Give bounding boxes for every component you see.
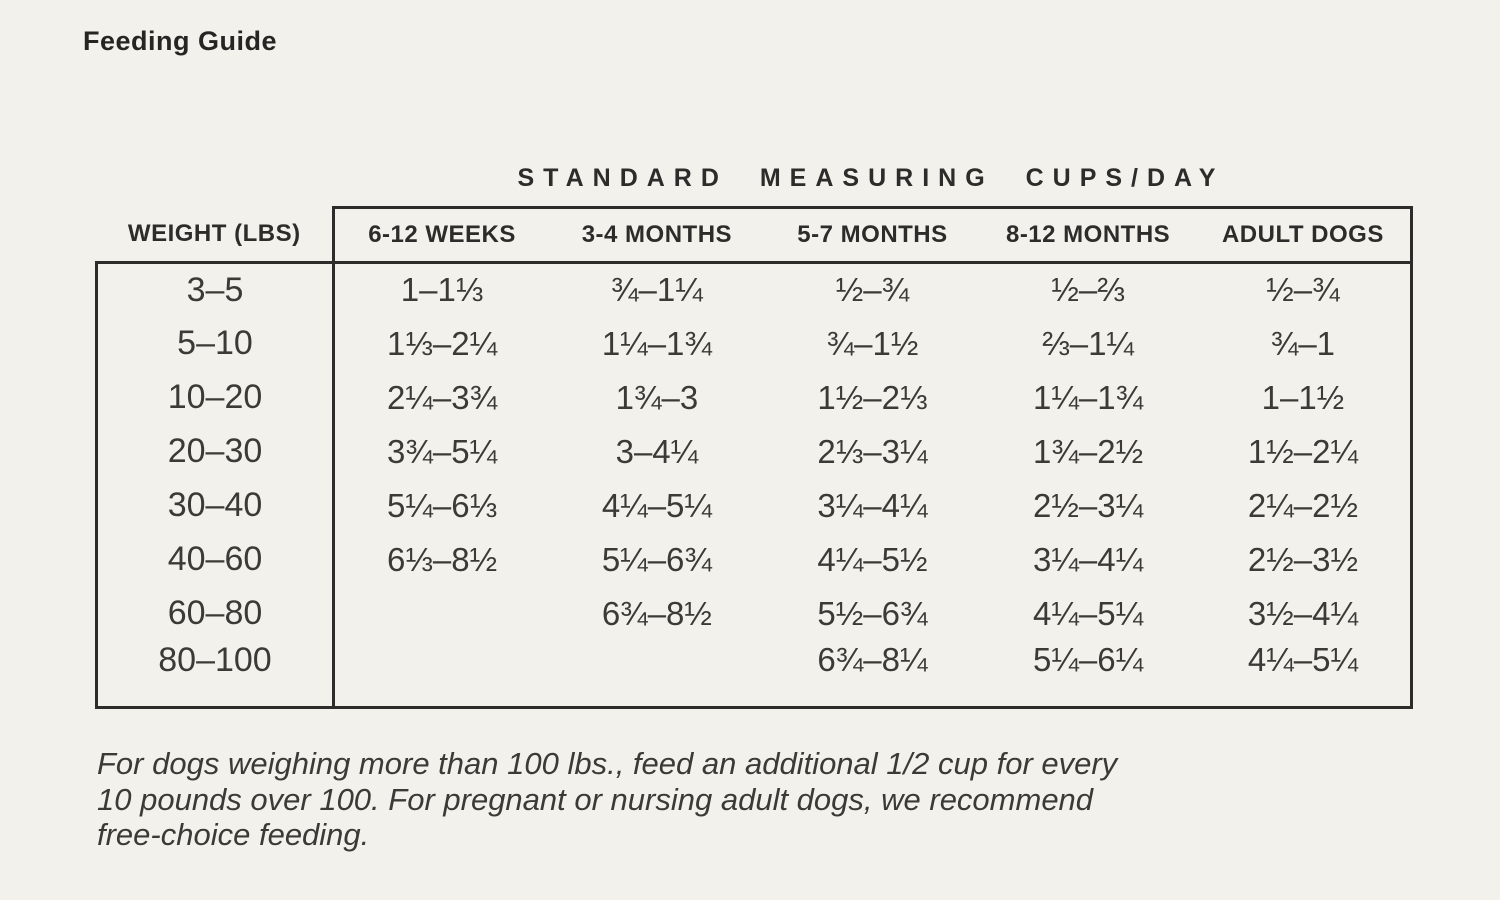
age-column-header: 3-4 MONTHS xyxy=(549,206,765,264)
cups-cell: ¾–1½ xyxy=(826,324,919,362)
footnote-line: For dogs weighing more than 100 lbs., fe… xyxy=(97,746,1118,781)
cups-cell: 6¾–8½ xyxy=(601,594,712,632)
age-column-header: 5-7 MONTHS xyxy=(764,206,981,264)
table-row: 10–20 2¼–3¾ 1¾–3 1½–2⅓ 1¼–1¾ 1–1½ xyxy=(95,370,1413,425)
cups-cell: 3–4¼ xyxy=(615,432,699,470)
cups-cell: ½–⅔ xyxy=(1051,271,1125,309)
cups-cell xyxy=(549,640,765,709)
cups-cell: 1¾–2½ xyxy=(1033,432,1144,470)
cups-cell: 2¼–3¾ xyxy=(332,370,550,425)
cups-cell: 1–1½ xyxy=(1195,370,1413,425)
table-row: 40–60 6⅓–8½ 5¼–6¾ 4¼–5½ 3¼–4¼ 2½–3½ xyxy=(95,532,1413,587)
cups-cell: 5¼–6¼ xyxy=(980,640,1196,709)
weight-range-cell: 60–80 xyxy=(95,586,334,641)
weight-range-cell: 20–30 xyxy=(95,424,334,479)
cups-cell: 2½–3½ xyxy=(1195,532,1413,587)
cups-cell: ¾–1 xyxy=(1195,316,1413,371)
cups-cell: 6⅓–8½ xyxy=(332,532,550,587)
footnote-line: free-choice feeding. xyxy=(97,817,370,853)
cups-cell: 6¾–8¼ xyxy=(764,640,981,709)
weight-range-cell: 10–20 xyxy=(95,370,334,425)
cups-cell: 3¼–4¼ xyxy=(817,486,928,524)
cups-cell: 5½–6¾ xyxy=(817,594,928,632)
table-header: WEIGHT (LBS) 6-12 WEEKS 3-4 MONTHS 5-7 MON… xyxy=(96,206,1413,264)
cups-cell: 5¼–6⅓ xyxy=(332,478,550,533)
cups-cell xyxy=(332,640,550,709)
cups-cell: 1¼–1¾ xyxy=(1033,378,1144,416)
table-row: 80–100 6¾–8¼ 5¼–6¼ 4¼–5¼ xyxy=(95,640,1413,709)
weight-range-cell: 30–40 xyxy=(95,478,334,533)
weight-column-header: WEIGHT (LBS) xyxy=(96,207,334,264)
cups-cell: 1¼–1¾ xyxy=(601,324,712,362)
age-column-header: 6-12 WEEKS xyxy=(332,206,550,264)
cups-cell: 1½–2⅓ xyxy=(817,378,928,416)
table-row: 30–40 5¼–6⅓ 4¼–5¼ 3¼–4¼ 2½–3¼ 2¼–2½ xyxy=(95,478,1413,533)
cups-cell: 5¼–6¾ xyxy=(601,540,712,578)
weight-range-cell: 3–5 xyxy=(95,262,334,317)
table-row: 3–5 1–1⅓ ¾–1¼ ½–¾ ½–⅔ ½–¾ xyxy=(95,262,1413,317)
cups-cell: ⅔–1¼ xyxy=(1042,324,1134,362)
feeding-table: WEIGHT (LBS) 6-12 WEEKS 3-4 MONTHS 5-7 MON… xyxy=(95,206,1413,709)
table-caption: STANDARD MEASURING CUPS/DAY xyxy=(517,164,1225,192)
feeding-guide-panel: STANDARD MEASURING CUPS/DAY WEIGHT (LBS)… xyxy=(95,164,1413,709)
page-title: Feeding Guide xyxy=(83,26,278,56)
cups-cell: 1¾–3 xyxy=(615,378,699,416)
cups-cell: 3¼–4¼ xyxy=(1033,540,1144,578)
cups-cell: 1–1⅓ xyxy=(332,262,550,317)
feeding-table-body: 3–5 1–1⅓ ¾–1¼ ½–¾ ½–⅔ ½–¾ 5–10 1⅓–2¼ 1¼–1¾ ¾–1½ ⅔–… xyxy=(95,262,1413,709)
cups-cell: 3¾–5¼ xyxy=(332,424,550,479)
table-row: 20–30 3¾–5¼ 3–4¼ 2⅓–3¼ 1¾–2½ 1½–2¼ xyxy=(95,424,1413,479)
cups-cell: 3½–4¼ xyxy=(1195,586,1413,641)
footnote: For dogs weighing more than 100 lbs., fe… xyxy=(97,746,1417,853)
age-column-header: ADULT DOGS xyxy=(1195,206,1413,264)
weight-range-cell: 5–10 xyxy=(95,316,334,371)
cups-cell: 2½–3¼ xyxy=(1033,486,1144,524)
cups-cell: ½–¾ xyxy=(1195,262,1413,317)
cups-cell: 1⅓–2¼ xyxy=(332,316,550,371)
cups-cell: ½–¾ xyxy=(835,271,910,309)
cups-cell: 4¼–5¼ xyxy=(601,486,712,524)
header-row: WEIGHT (LBS) 6-12 WEEKS 3-4 MONTHS 5-7 MON… xyxy=(96,206,1413,264)
cups-cell: 2¼–2½ xyxy=(1195,478,1413,533)
cups-cell xyxy=(332,586,550,641)
cups-cell: 4¼–5½ xyxy=(817,540,928,578)
cups-cell: 1½–2¼ xyxy=(1195,424,1413,479)
table-row: 60–80 6¾–8½ 5½–6¾ 4¼–5¼ 3½–4¼ xyxy=(95,586,1413,641)
cups-cell: 4¼–5¼ xyxy=(1195,640,1413,709)
footnote-line: 10 pounds over 100. For pregnant or nurs… xyxy=(97,781,1094,817)
cups-cell: ¾–1¼ xyxy=(611,271,703,309)
weight-range-cell: 40–60 xyxy=(95,532,334,587)
table-row: 5–10 1⅓–2¼ 1¼–1¾ ¾–1½ ⅔–1¼ ¾–1 xyxy=(95,316,1413,371)
weight-range-cell: 80–100 xyxy=(95,640,334,709)
cups-cell: 4¼–5¼ xyxy=(1033,594,1144,632)
cups-cell: 2⅓–3¼ xyxy=(817,432,928,470)
age-column-header: 8-12 MONTHS xyxy=(980,206,1196,264)
